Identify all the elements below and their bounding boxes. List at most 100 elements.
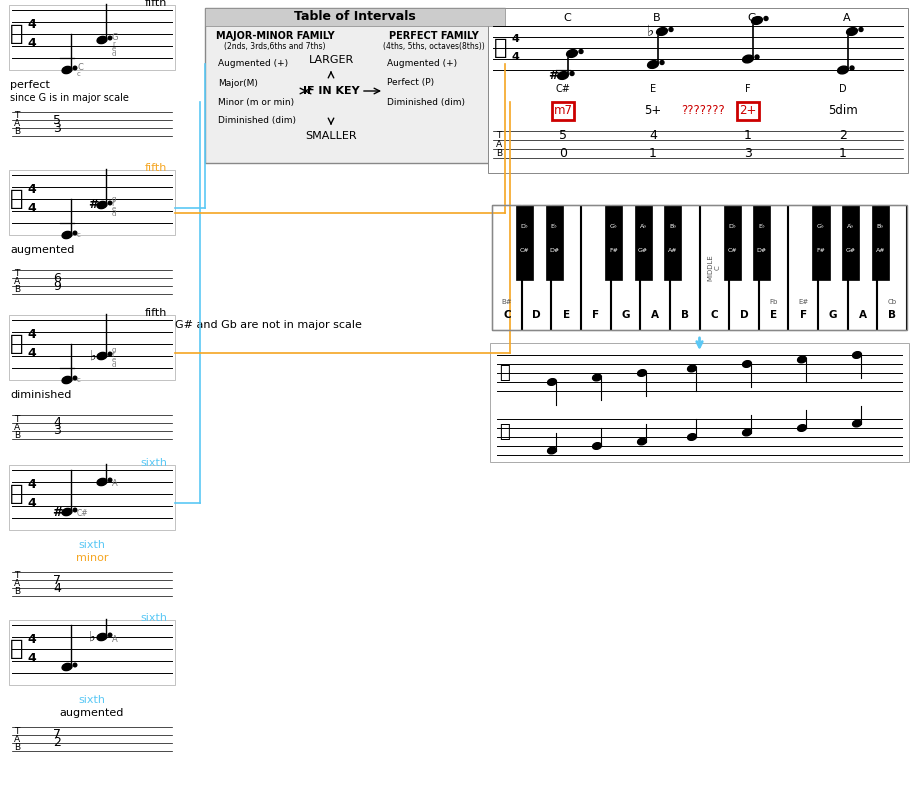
Ellipse shape bbox=[62, 66, 72, 74]
Text: C: C bbox=[503, 310, 511, 320]
Text: C#: C# bbox=[520, 247, 529, 253]
Circle shape bbox=[73, 508, 77, 512]
Circle shape bbox=[108, 202, 112, 205]
Text: 𝄢: 𝄢 bbox=[499, 423, 509, 442]
Bar bbox=[818, 205, 846, 330]
Text: T: T bbox=[14, 111, 19, 121]
Text: 𝄞: 𝄞 bbox=[10, 334, 24, 354]
Text: Perfect (P): Perfect (P) bbox=[387, 78, 434, 87]
Text: (2nds, 3rds,6ths and 7ths): (2nds, 3rds,6ths and 7ths) bbox=[225, 42, 326, 50]
Text: 4: 4 bbox=[53, 417, 61, 430]
Text: B: B bbox=[653, 13, 661, 23]
Text: 0: 0 bbox=[559, 147, 567, 160]
Ellipse shape bbox=[97, 478, 107, 486]
Text: E#: E# bbox=[798, 299, 809, 306]
Text: A: A bbox=[651, 310, 659, 320]
Text: 𝄞: 𝄞 bbox=[10, 24, 24, 44]
Text: #: # bbox=[547, 69, 558, 82]
Text: 4: 4 bbox=[28, 633, 37, 646]
Text: MIDDLE
C: MIDDLE C bbox=[708, 254, 721, 281]
Ellipse shape bbox=[592, 442, 602, 450]
Ellipse shape bbox=[97, 634, 107, 641]
Text: 5: 5 bbox=[53, 114, 61, 126]
Circle shape bbox=[755, 55, 759, 59]
Text: 6: 6 bbox=[53, 271, 61, 285]
Text: r: r bbox=[112, 41, 115, 47]
Text: 1: 1 bbox=[744, 129, 752, 142]
Bar bbox=[581, 205, 610, 330]
Text: d: d bbox=[112, 362, 116, 368]
Bar bbox=[490, 343, 909, 462]
Text: 5: 5 bbox=[559, 129, 567, 142]
Text: 4: 4 bbox=[28, 478, 37, 491]
Ellipse shape bbox=[547, 378, 557, 386]
Bar bbox=[205, 8, 505, 163]
Ellipse shape bbox=[743, 55, 754, 63]
Circle shape bbox=[859, 27, 863, 31]
Ellipse shape bbox=[62, 376, 72, 384]
Bar bbox=[842, 205, 859, 280]
Text: G: G bbox=[829, 310, 837, 320]
Text: B: B bbox=[680, 310, 689, 320]
Text: 4: 4 bbox=[649, 129, 657, 142]
Bar bbox=[546, 205, 563, 280]
Text: D#: D# bbox=[549, 247, 559, 253]
Ellipse shape bbox=[798, 425, 806, 431]
Text: A: A bbox=[496, 140, 503, 149]
Text: A: A bbox=[14, 579, 20, 589]
Text: augmented: augmented bbox=[60, 708, 124, 718]
Bar bbox=[611, 205, 639, 330]
Text: 7: 7 bbox=[53, 729, 61, 742]
Text: sixth: sixth bbox=[140, 458, 167, 468]
Text: Table of Intervals: Table of Intervals bbox=[294, 10, 416, 23]
Text: B: B bbox=[889, 310, 896, 320]
Circle shape bbox=[579, 50, 583, 54]
Text: G♭: G♭ bbox=[610, 223, 617, 229]
Text: G#: G# bbox=[638, 247, 648, 253]
Text: PERFECT FAMILY: PERFECT FAMILY bbox=[389, 31, 479, 41]
Text: G♭: G♭ bbox=[817, 223, 825, 229]
Text: C#: C# bbox=[77, 510, 89, 518]
Text: d: d bbox=[112, 51, 116, 57]
Text: T: T bbox=[14, 571, 19, 581]
Text: augmented: augmented bbox=[10, 245, 74, 255]
Text: f: f bbox=[112, 352, 115, 358]
Bar bbox=[872, 205, 889, 280]
Text: A: A bbox=[14, 734, 20, 743]
Bar bbox=[522, 205, 550, 330]
Text: E♭: E♭ bbox=[758, 223, 765, 229]
Circle shape bbox=[660, 61, 664, 65]
Text: c: c bbox=[77, 71, 81, 77]
Text: 3: 3 bbox=[744, 147, 752, 160]
Text: G# and Gb are not in major scale: G# and Gb are not in major scale bbox=[175, 320, 362, 330]
Text: 4: 4 bbox=[28, 202, 37, 215]
Text: D♭: D♭ bbox=[728, 223, 736, 229]
Text: Diminished (dim): Diminished (dim) bbox=[218, 117, 296, 126]
Bar bbox=[9, 620, 175, 685]
Text: B: B bbox=[14, 587, 20, 597]
Circle shape bbox=[850, 66, 854, 70]
Text: A♭: A♭ bbox=[639, 223, 646, 229]
Text: 7: 7 bbox=[53, 574, 61, 586]
Text: C#: C# bbox=[727, 247, 737, 253]
Text: 4: 4 bbox=[28, 18, 37, 31]
Text: 3: 3 bbox=[53, 122, 61, 134]
Circle shape bbox=[669, 27, 673, 31]
Text: f: f bbox=[112, 201, 115, 207]
Text: #: # bbox=[51, 506, 62, 518]
Text: fifth: fifth bbox=[145, 308, 167, 318]
Text: G: G bbox=[747, 13, 757, 23]
Text: D#: D# bbox=[757, 247, 767, 253]
Text: 4: 4 bbox=[511, 34, 519, 44]
Bar bbox=[753, 205, 770, 280]
Bar bbox=[205, 8, 505, 26]
Bar bbox=[9, 5, 175, 70]
Bar bbox=[812, 205, 830, 280]
Text: F: F bbox=[592, 310, 600, 320]
Circle shape bbox=[764, 17, 768, 21]
Text: 1: 1 bbox=[649, 147, 657, 160]
Bar bbox=[552, 102, 574, 120]
Ellipse shape bbox=[62, 231, 72, 238]
Text: A: A bbox=[112, 634, 117, 643]
Ellipse shape bbox=[62, 663, 72, 670]
